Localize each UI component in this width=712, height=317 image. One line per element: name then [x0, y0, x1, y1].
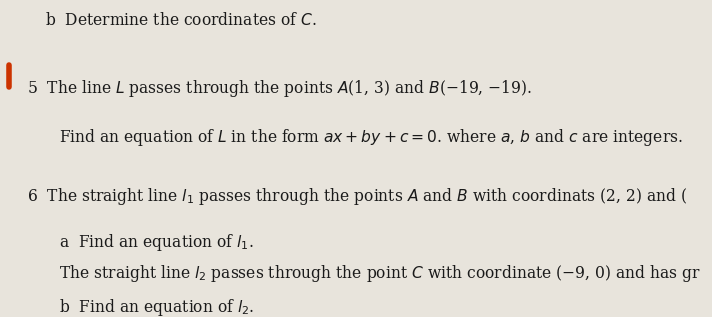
Text: b  Find an equation of $l_2$.: b Find an equation of $l_2$.: [59, 297, 255, 317]
Text: The straight line $l_2$ passes through the point $C$ with coordinate (−9, 0) and: The straight line $l_2$ passes through t…: [59, 262, 701, 284]
Text: 6  The straight line $l_1$ passes through the points $A$ and $B$ with coordinats: 6 The straight line $l_1$ passes through…: [26, 186, 687, 207]
Text: Find an equation of $L$ in the form $ax + by + c = 0$. where $a$, $b$ and $c$ ar: Find an equation of $L$ in the form $ax …: [59, 127, 684, 148]
Text: b  Determine the coordinates of $C$.: b Determine the coordinates of $C$.: [46, 12, 317, 29]
Text: a  Find an equation of $l_1$.: a Find an equation of $l_1$.: [59, 231, 254, 253]
Text: 5  The line $L$ passes through the points $A$(1, 3) and $B$(−19, −19).: 5 The line $L$ passes through the points…: [26, 78, 532, 99]
